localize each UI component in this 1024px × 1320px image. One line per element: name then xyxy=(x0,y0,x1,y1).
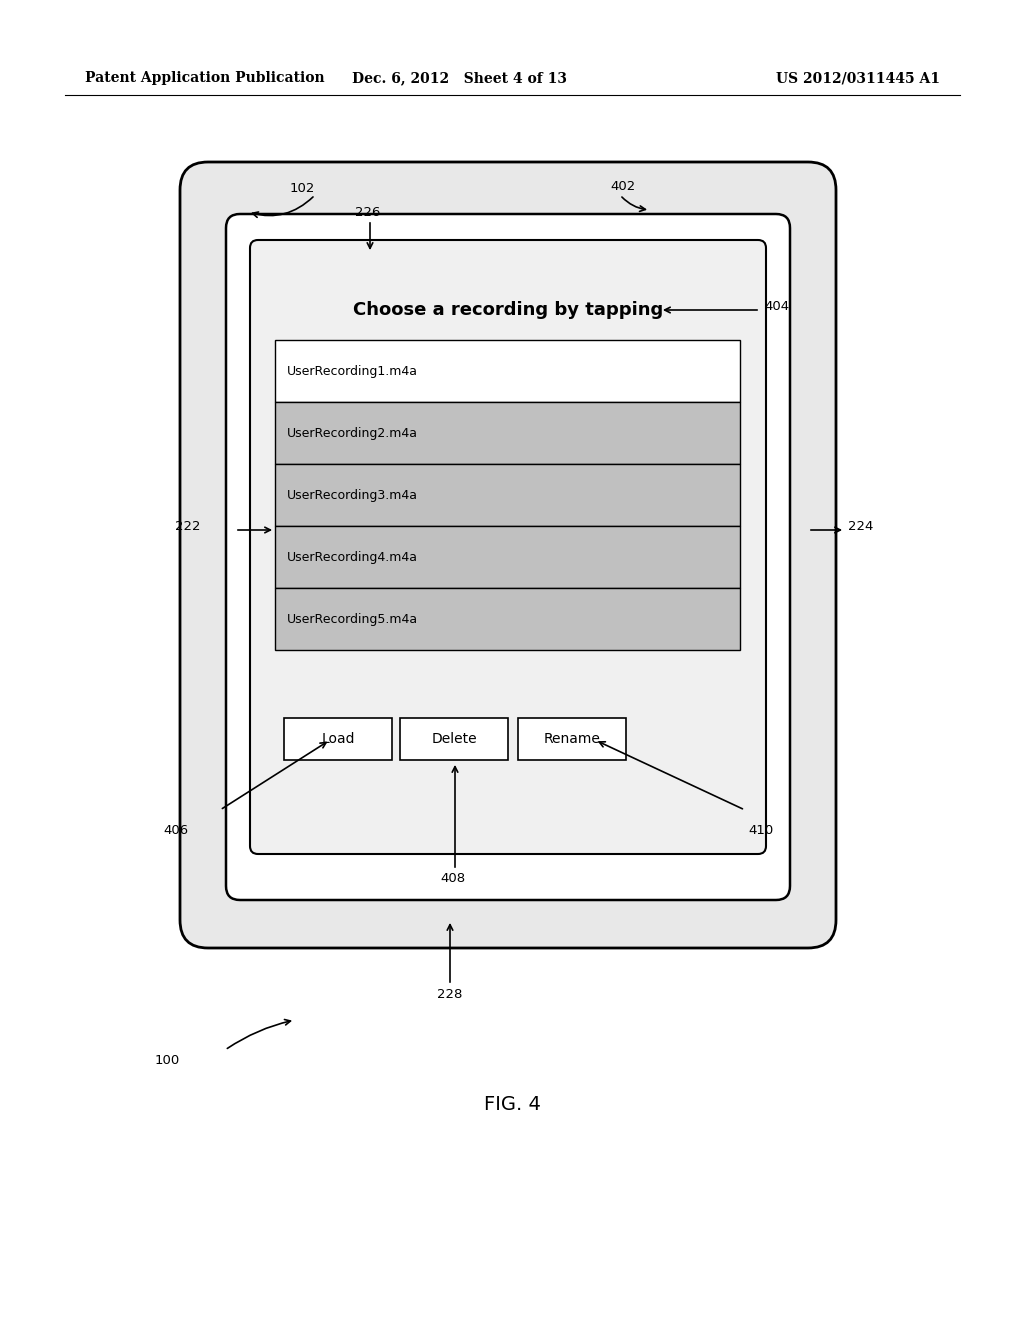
Text: 222: 222 xyxy=(175,520,201,533)
FancyBboxPatch shape xyxy=(180,162,836,948)
Text: US 2012/0311445 A1: US 2012/0311445 A1 xyxy=(776,71,940,84)
Text: UserRecording2.m4a: UserRecording2.m4a xyxy=(287,426,418,440)
Text: FIG. 4: FIG. 4 xyxy=(483,1096,541,1114)
Bar xyxy=(275,465,740,525)
Text: UserRecording4.m4a: UserRecording4.m4a xyxy=(287,550,418,564)
Bar xyxy=(275,403,740,465)
Text: 406: 406 xyxy=(163,824,188,837)
Text: Load: Load xyxy=(322,733,354,746)
Bar xyxy=(284,718,392,760)
Bar xyxy=(518,718,626,760)
Text: 226: 226 xyxy=(355,206,380,219)
Text: Rename: Rename xyxy=(544,733,600,746)
Text: 102: 102 xyxy=(290,181,315,194)
Bar xyxy=(400,718,508,760)
Text: 100: 100 xyxy=(155,1053,180,1067)
Text: 404: 404 xyxy=(764,301,790,314)
Text: UserRecording3.m4a: UserRecording3.m4a xyxy=(287,488,418,502)
Text: Dec. 6, 2012   Sheet 4 of 13: Dec. 6, 2012 Sheet 4 of 13 xyxy=(352,71,567,84)
Text: 410: 410 xyxy=(748,824,773,837)
Bar xyxy=(275,525,740,587)
Text: Delete: Delete xyxy=(431,733,477,746)
Text: UserRecording5.m4a: UserRecording5.m4a xyxy=(287,612,418,626)
Text: UserRecording1.m4a: UserRecording1.m4a xyxy=(287,364,418,378)
Bar xyxy=(275,341,740,403)
Bar xyxy=(275,587,740,649)
Text: Choose a recording by tapping: Choose a recording by tapping xyxy=(353,301,664,319)
FancyBboxPatch shape xyxy=(226,214,790,900)
Text: 408: 408 xyxy=(440,871,465,884)
Text: Patent Application Publication: Patent Application Publication xyxy=(85,71,325,84)
FancyBboxPatch shape xyxy=(250,240,766,854)
Text: 228: 228 xyxy=(437,989,463,1002)
Text: 224: 224 xyxy=(848,520,873,533)
Text: 402: 402 xyxy=(610,181,635,194)
